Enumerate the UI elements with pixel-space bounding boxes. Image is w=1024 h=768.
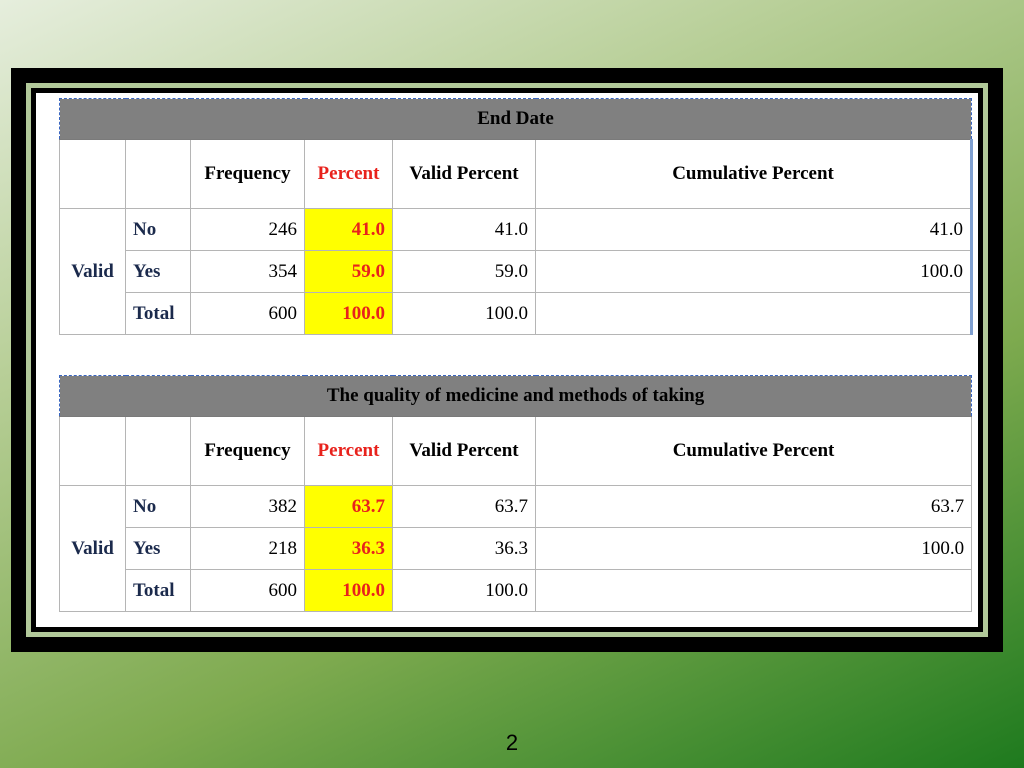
row-label: Yes (125, 250, 191, 293)
row-label: No (125, 485, 191, 528)
slide-frame: End Date Frequency Percent Valid Percent… (11, 68, 1003, 652)
frame-border: End Date Frequency Percent Valid Percent… (26, 83, 988, 637)
row-label: Yes (125, 527, 191, 570)
table-row: Yes 354 59.0 59.0 100.0 (60, 250, 974, 293)
cell-valid-percent: 100.0 (392, 569, 536, 612)
table-title: The quality of medicine and methods of t… (58, 375, 973, 417)
cell-percent: 59.0 (304, 250, 393, 293)
row-label: Total (125, 292, 191, 335)
frequency-table-end-date: End Date Frequency Percent Valid Percent… (58, 98, 974, 335)
slide-number: 2 (505, 730, 519, 755)
group-label-valid: Valid (59, 208, 126, 335)
cell-cumulative-percent: 63.7 (534, 485, 973, 528)
cell-valid-percent: 59.0 (392, 250, 536, 293)
table-title: End Date (58, 98, 973, 140)
table-row: Total 600 100.0 100.0 (60, 292, 974, 335)
cell-frequency: 354 (190, 250, 305, 293)
table-title-row: The quality of medicine and methods of t… (58, 375, 973, 417)
header-empty (59, 139, 126, 209)
group-label-valid: Valid (59, 485, 126, 612)
frame-content: End Date Frequency Percent Valid Percent… (36, 93, 978, 627)
row-label: No (125, 208, 191, 251)
cell-percent: 41.0 (304, 208, 393, 251)
frequency-table-medicine-quality: The quality of medicine and methods of t… (58, 375, 973, 612)
cell-valid-percent: 36.3 (392, 527, 536, 570)
table-row: Total 600 100.0 100.0 (60, 569, 973, 612)
cell-percent: 100.0 (304, 292, 393, 335)
header-cumulative-percent: Cumulative Percent (534, 139, 974, 209)
cell-valid-percent: 100.0 (392, 292, 536, 335)
cell-cumulative-percent (534, 569, 973, 612)
header-frequency: Frequency (190, 416, 305, 486)
cell-percent: 36.3 (304, 527, 393, 570)
cell-valid-percent: 63.7 (392, 485, 536, 528)
cell-valid-percent: 41.0 (392, 208, 536, 251)
cell-frequency: 246 (190, 208, 305, 251)
header-empty (125, 139, 191, 209)
table-header-row: Frequency Percent Valid Percent Cumulati… (59, 139, 974, 209)
table-row: Valid No 246 41.0 41.0 41.0 (59, 208, 974, 335)
header-empty (125, 416, 191, 486)
cell-frequency: 600 (190, 292, 305, 335)
cell-cumulative-percent (534, 292, 974, 335)
table-header-row: Frequency Percent Valid Percent Cumulati… (59, 416, 973, 486)
header-empty (59, 416, 126, 486)
cell-frequency: 382 (190, 485, 305, 528)
table-title-row: End Date (58, 98, 973, 140)
header-frequency: Frequency (190, 139, 305, 209)
row-label: Total (125, 569, 191, 612)
frame-inner-border: End Date Frequency Percent Valid Percent… (31, 88, 983, 632)
cell-frequency: 600 (190, 569, 305, 612)
cell-percent: 63.7 (304, 485, 393, 528)
table-row: Yes 218 36.3 36.3 100.0 (60, 527, 973, 570)
cell-cumulative-percent: 100.0 (534, 250, 974, 293)
cell-percent: 100.0 (304, 569, 393, 612)
header-cumulative-percent: Cumulative Percent (534, 416, 973, 486)
header-percent: Percent (304, 139, 393, 209)
header-valid-percent: Valid Percent (392, 139, 536, 209)
cell-cumulative-percent: 100.0 (534, 527, 973, 570)
cell-cumulative-percent: 41.0 (534, 208, 974, 251)
header-percent: Percent (304, 416, 393, 486)
cell-frequency: 218 (190, 527, 305, 570)
table-row: Valid No 382 63.7 63.7 63.7 (59, 485, 973, 612)
header-valid-percent: Valid Percent (392, 416, 536, 486)
